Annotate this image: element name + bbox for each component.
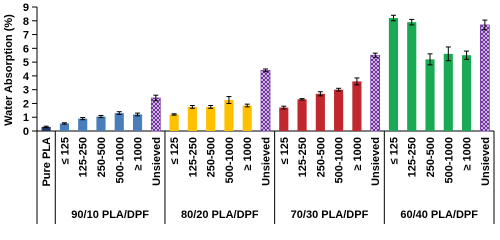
x-tick-label: Unsieved [370, 137, 382, 186]
x-tick-label: 250-500 [206, 137, 218, 177]
x-tick-label: ≥ 1000 [462, 137, 474, 171]
bar [169, 114, 179, 131]
group-label: 80/20 PLA/DPF [181, 209, 259, 221]
x-tick-label: ≥ 1000 [242, 137, 254, 171]
bar [41, 126, 51, 131]
bar [279, 107, 289, 131]
bar [187, 106, 197, 131]
bar [443, 53, 453, 131]
x-tick-label: 500-1000 [443, 137, 455, 184]
bar [407, 22, 417, 131]
bar [132, 114, 143, 131]
bar [388, 18, 399, 131]
x-tick-label: Pure PLA [41, 137, 53, 187]
y-axis-label: Water Absorption (%) [3, 14, 15, 126]
x-tick-label: 250-500 [96, 137, 108, 177]
x-tick-label: Unsieved [480, 137, 492, 186]
y-tick-label: 7 [23, 30, 29, 42]
bar [370, 54, 381, 132]
x-tick-label: ≤ 125 [388, 137, 400, 164]
y-tick-label: 4 [23, 71, 30, 83]
group-label: 90/10 PLA/DPF [71, 209, 149, 221]
bar [334, 89, 344, 131]
bar [315, 93, 325, 131]
x-tick-label: 500-1000 [224, 137, 236, 184]
x-tick-label: 250-500 [425, 137, 437, 177]
y-tick-label: 6 [23, 43, 29, 55]
bar [224, 100, 234, 131]
bar [425, 59, 435, 131]
x-tick-label: 500-1000 [114, 137, 126, 184]
y-tick-label: 3 [23, 85, 29, 97]
bar [59, 123, 69, 131]
x-tick-label: 125-250 [187, 137, 199, 177]
x-tick-label: 125-250 [297, 137, 309, 177]
y-tick-label: 5 [23, 57, 29, 69]
bar [114, 113, 124, 131]
x-tick-label: ≥ 1000 [133, 137, 145, 171]
y-tick-label: 8 [23, 16, 29, 28]
x-tick-label: 250-500 [315, 137, 327, 177]
bar [206, 106, 216, 131]
bar [260, 70, 271, 132]
bar [96, 116, 106, 131]
x-tick-label: ≤ 125 [59, 137, 71, 164]
x-tick-label: ≤ 125 [279, 137, 291, 164]
bar [150, 97, 161, 132]
bar [462, 55, 472, 131]
x-tick-label: ≤ 125 [169, 137, 181, 164]
bar [479, 24, 490, 132]
group-label: 60/40 PLA/DPF [400, 209, 478, 221]
y-tick-label: 9 [23, 2, 29, 14]
x-tick-label: 500-1000 [334, 137, 346, 184]
x-tick-label: 125-250 [78, 137, 90, 177]
x-tick-label: ≥ 1000 [352, 137, 364, 171]
bar [297, 99, 307, 131]
x-tick-label: Unsieved [151, 137, 163, 186]
group-label: 70/30 PLA/DPF [291, 209, 369, 221]
y-tick-label: 1 [23, 112, 29, 124]
bar [352, 81, 362, 131]
y-tick-label: 0 [23, 126, 29, 138]
x-tick-label: 125-250 [407, 137, 419, 177]
x-tick-label: Unsieved [261, 137, 273, 186]
bar [78, 118, 88, 131]
bar [242, 105, 252, 131]
y-tick-label: 2 [23, 98, 29, 110]
